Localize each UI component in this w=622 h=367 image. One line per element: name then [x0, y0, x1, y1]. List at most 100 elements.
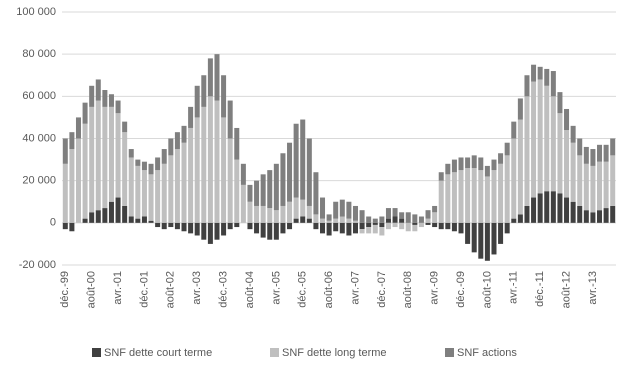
bar-segment: [254, 222, 260, 234]
bar-segment: [267, 208, 273, 223]
bar-segment: [438, 180, 444, 223]
bar-segment: [557, 193, 563, 223]
bar-segment: [524, 75, 530, 97]
bar-segment: [207, 222, 213, 244]
bar-segment: [69, 149, 75, 223]
bar-segment: [491, 159, 497, 171]
bar-segment: [115, 197, 121, 223]
bar-segment: [531, 64, 537, 82]
bar-segment: [62, 138, 68, 164]
x-tick-label: déc.-05: [297, 271, 309, 308]
bar-segment: [174, 222, 180, 230]
bar-segment: [491, 170, 497, 223]
bar-segment: [82, 102, 88, 124]
bar-segment: [273, 222, 279, 240]
bar-segment: [524, 96, 530, 206]
bar-segment: [108, 94, 114, 107]
bar-segment: [392, 208, 398, 217]
bar-segment: [320, 218, 326, 223]
bar-segment: [115, 100, 121, 114]
bar-segment: [174, 149, 180, 223]
bar-segment: [610, 205, 616, 223]
bar-segment: [313, 172, 319, 215]
bar-segment: [207, 58, 213, 97]
bar-segment: [412, 222, 418, 225]
bar-segment: [385, 222, 391, 230]
bar-segment: [161, 222, 167, 230]
bar-segment: [287, 201, 293, 223]
bar-segment: [366, 222, 372, 228]
bar-segment: [478, 157, 484, 171]
y-tick-label: 80 000: [22, 48, 56, 60]
bar-segment: [405, 212, 411, 223]
y-tick-label: -20 000: [19, 259, 56, 271]
bar-segment: [372, 224, 378, 234]
bar-segment: [300, 216, 306, 223]
bar-segment: [280, 222, 286, 234]
legend-label: SNF dette long terme: [282, 347, 387, 359]
bar-segment: [445, 163, 451, 175]
bar-segment: [570, 201, 576, 223]
bar-segment: [418, 216, 424, 223]
bar-segment: [227, 222, 233, 230]
bar-segment: [577, 138, 583, 156]
bar-segment: [221, 75, 227, 118]
bar-segment: [267, 170, 273, 209]
bar-segment: [155, 157, 161, 171]
legend-swatch: [445, 348, 454, 357]
bar-segment: [95, 79, 101, 101]
x-tick-label: avr.-11: [508, 271, 520, 304]
bar-segment: [320, 197, 326, 219]
bar-segment: [122, 205, 128, 223]
x-tick-label: août-04: [244, 271, 256, 308]
bar-segment: [155, 222, 161, 228]
bar-segment: [511, 121, 517, 139]
bar-segment: [603, 208, 609, 223]
bar-segment: [221, 222, 227, 236]
bar-segment: [537, 193, 543, 223]
bar-segment: [89, 85, 95, 107]
bar-segment: [590, 212, 596, 223]
bar-segment: [135, 159, 141, 166]
bar-segment: [254, 205, 260, 223]
bar-segment: [108, 201, 114, 223]
bar-segment: [333, 201, 339, 219]
bar-segment: [359, 229, 365, 234]
bar-segment: [564, 130, 570, 198]
x-tick-label: avr.-01: [112, 271, 124, 305]
y-tick-label: 0: [50, 217, 56, 229]
bar-segment: [214, 100, 220, 223]
bar-segment: [570, 125, 576, 143]
bar-segment: [458, 157, 464, 171]
bar-segment: [306, 205, 312, 219]
y-tick-label: 20 000: [22, 175, 56, 187]
bar-segment: [62, 222, 68, 230]
bar-segment: [75, 138, 81, 223]
bar-segment: [326, 220, 332, 223]
bar-segment: [234, 159, 240, 223]
bar-segment: [550, 96, 556, 192]
bar-segment: [597, 144, 603, 162]
bar-segment: [128, 157, 134, 217]
bar-segment: [511, 218, 517, 223]
bar-segment: [207, 96, 213, 223]
bar-segment: [168, 222, 174, 228]
bar-segment: [359, 210, 365, 223]
bar-segment: [451, 172, 457, 223]
bar-segment: [214, 222, 220, 240]
bar-segment: [300, 119, 306, 200]
bar-segment: [498, 153, 504, 164]
bar-segment: [188, 106, 194, 128]
y-tick-label: 40 000: [22, 132, 56, 144]
bar-segment: [95, 100, 101, 211]
bar-segment: [392, 216, 398, 223]
x-tick-label: août-02: [165, 271, 177, 308]
bar-segment: [537, 79, 543, 194]
bar-segment: [161, 163, 167, 223]
legend-label: SNF actions: [457, 347, 517, 359]
bar-segment: [544, 191, 550, 223]
bar-segment: [181, 125, 187, 143]
x-tick-label: août-06: [323, 271, 335, 308]
bar-segment: [451, 159, 457, 173]
bar-segment: [260, 174, 266, 206]
